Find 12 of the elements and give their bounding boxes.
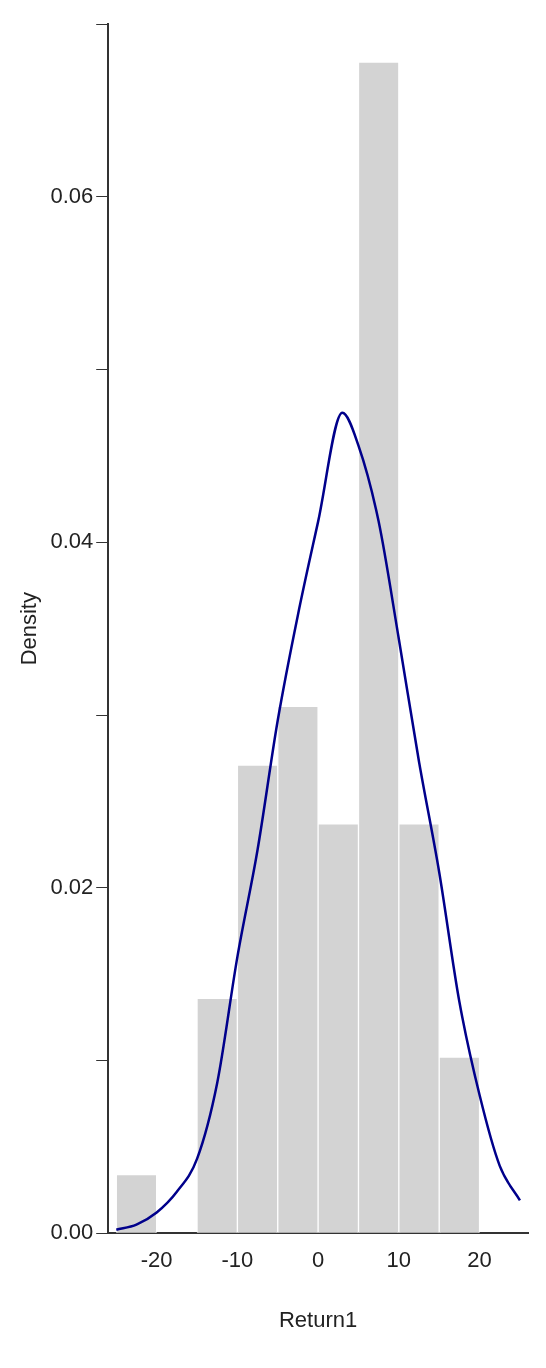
y-tick-label: 0.04 — [50, 528, 94, 554]
y-axis-title: Density — [16, 592, 42, 666]
x-tick-label: 20 — [467, 1247, 492, 1273]
x-tick-label: -10 — [221, 1247, 254, 1273]
y-tick-label: 0.00 — [50, 1219, 94, 1245]
x-tick-label: -20 — [140, 1247, 173, 1273]
x-tick-label: 0 — [311, 1247, 325, 1273]
y-tick-label: 0.02 — [50, 873, 94, 899]
line-series — [115, 411, 522, 1231]
x-axis-title: Return1 — [278, 1306, 358, 1332]
y-tick-label: 0.06 — [50, 182, 94, 208]
x-tick-label: 10 — [386, 1247, 412, 1273]
